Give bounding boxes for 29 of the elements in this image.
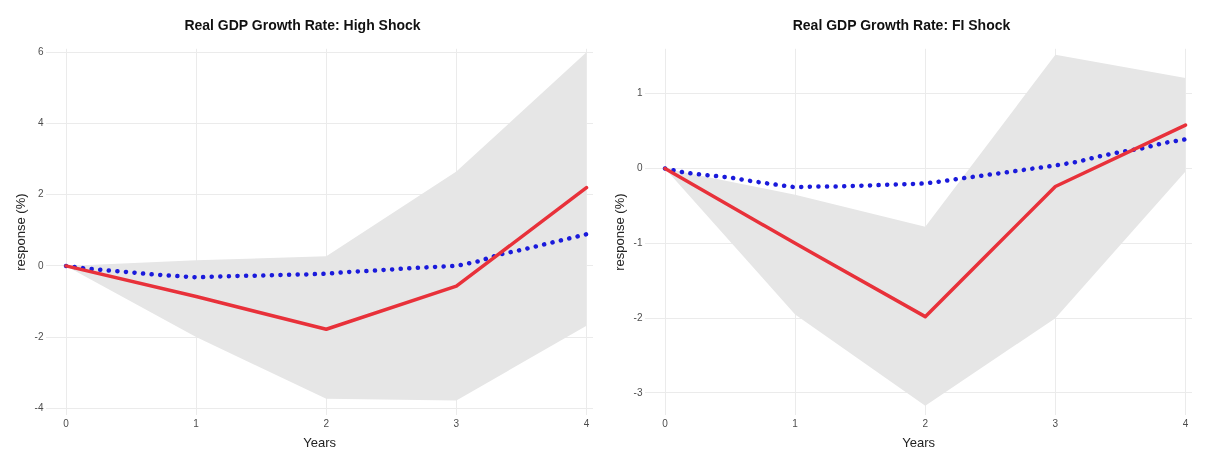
y-tick-label: 6 [37, 46, 44, 58]
x-tick-label: 1 [792, 418, 799, 430]
y-axis-title: response (%) [13, 193, 29, 271]
y-axis-title: response (%) [612, 193, 628, 271]
x-tick-label: 4 [583, 418, 590, 430]
chart-title: Real GDP Growth Rate: FI Shock [792, 17, 1011, 34]
y-tick-label: 4 [37, 117, 44, 129]
y-tick-label: 2 [37, 188, 44, 200]
x-axis-title: Years [303, 434, 337, 450]
x-tick-label: 2 [922, 418, 929, 430]
y-tick-label: -2 [633, 311, 643, 323]
y-tick-label: -3 [633, 386, 643, 398]
x-tick-label: 3 [1052, 418, 1059, 430]
x-axis-title: Years [902, 434, 936, 450]
chart-title: Real GDP Growth Rate: High Shock [184, 17, 421, 34]
y-tick-label: -1 [633, 237, 643, 249]
x-tick-label: 2 [323, 418, 330, 430]
y-tick-label: 0 [636, 162, 643, 174]
x-tick-label: 1 [193, 418, 200, 430]
line-series [662, 137, 1188, 190]
x-tick-label: 0 [662, 418, 669, 430]
y-tick-label: -2 [34, 330, 44, 342]
y-tick-label: -4 [34, 402, 44, 414]
x-tick-label: 3 [453, 418, 460, 430]
y-tick-label: 1 [636, 87, 643, 99]
line-series [63, 231, 589, 280]
y-tick-label: 0 [37, 259, 44, 271]
x-tick-label: 0 [63, 418, 70, 430]
x-tick-label: 4 [1182, 418, 1189, 430]
